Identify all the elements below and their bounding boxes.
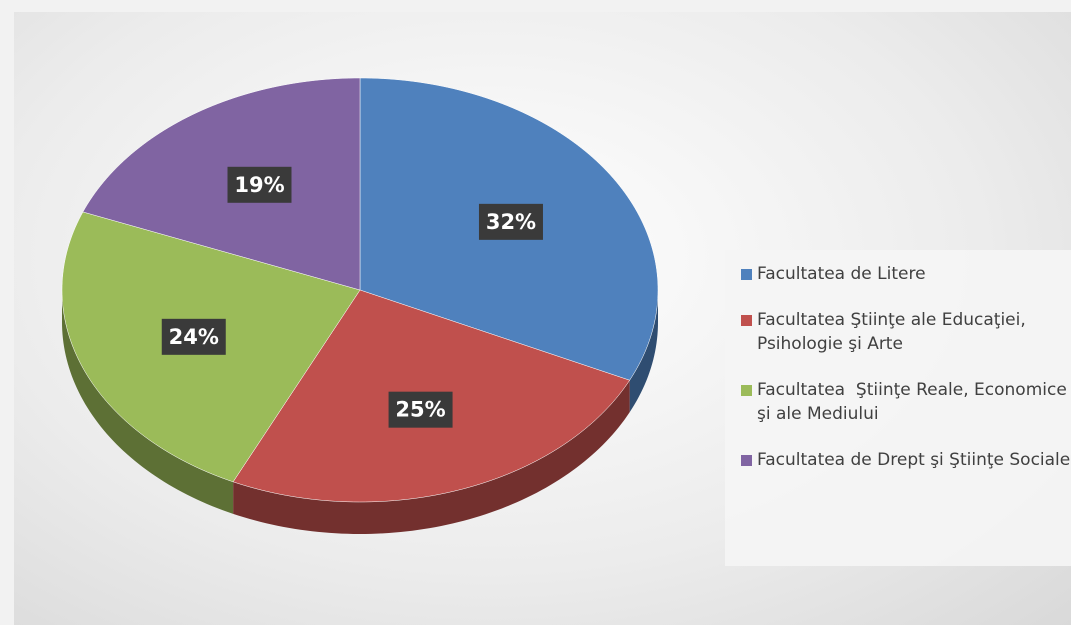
data-label: 32% — [486, 210, 536, 234]
slice-side — [233, 380, 630, 534]
legend-swatch — [741, 269, 752, 280]
legend-item: Facultatea Ştiinţe Reale, Economice şi a… — [741, 378, 1071, 426]
legend-item: Facultatea de Drept şi Ştiinţe Sociale — [741, 448, 1071, 472]
legend-item: Facultatea de Litere — [741, 262, 1071, 286]
slice-side — [629, 290, 658, 413]
data-label-box — [478, 203, 543, 240]
data-label: 25% — [395, 398, 445, 422]
legend-label: Facultatea Ştiinţe ale Educaţiei, Psihol… — [757, 310, 1032, 354]
data-label-box — [388, 391, 453, 428]
legend: Facultatea de Litere Facultatea Ştiinţe a… — [725, 250, 1071, 566]
legend-swatch — [741, 315, 752, 326]
pie-slice — [82, 77, 361, 291]
slice-side — [62, 290, 234, 514]
data-label-box — [161, 318, 226, 355]
legend-label: Facultatea de Drept şi Ştiinţe Sociale — [757, 450, 1071, 470]
data-label-box — [227, 166, 292, 203]
legend-swatch — [741, 455, 752, 466]
legend-label: Facultatea Ştiinţe Reale, Economice şi a… — [757, 380, 1067, 424]
data-label: 24% — [169, 325, 219, 349]
legend-swatch — [741, 385, 752, 396]
legend-label: Facultatea de Litere — [757, 264, 926, 284]
data-label: 19% — [234, 173, 284, 197]
legend-item: Facultatea Ştiinţe ale Educaţiei, Psihol… — [741, 308, 1071, 356]
